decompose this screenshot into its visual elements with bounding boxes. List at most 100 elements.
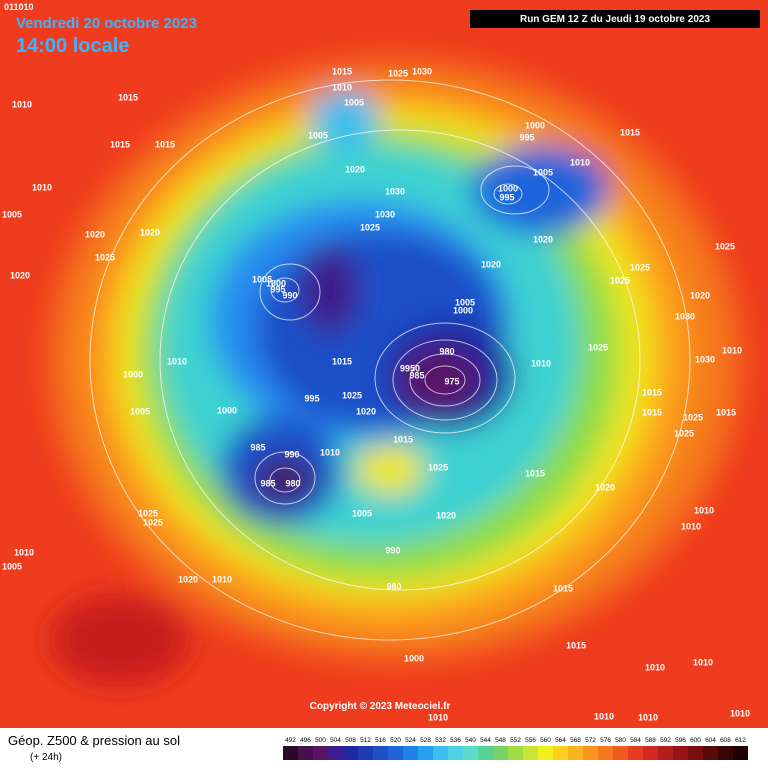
pressure-label: 1030 — [385, 186, 405, 196]
pressure-label: 1020 — [140, 227, 160, 237]
valid-time: 14:00 locale — [16, 35, 129, 57]
pressure-label: 980 — [439, 346, 454, 356]
map — [0, 0, 768, 728]
pressure-label: 1020 — [178, 574, 198, 584]
scale-swatch — [343, 746, 358, 760]
pressure-label: 1000 — [525, 120, 545, 130]
run-info: Run GEM 12 Z du Jeudi 19 octobre 2023 — [520, 14, 710, 25]
pressure-label: 1005 — [533, 167, 553, 177]
run-box — [470, 10, 760, 28]
pressure-label: 1015 — [553, 583, 573, 593]
pressure-label: 985 — [250, 442, 265, 452]
pressure-label: 1005 — [352, 508, 372, 518]
pressure-label: 995 — [519, 132, 534, 142]
pressure-label: 1015 — [110, 139, 130, 149]
pressure-label: 1025 — [143, 517, 163, 527]
pressure-label: 1000 — [498, 183, 518, 193]
scale-label: 592 — [660, 737, 671, 744]
pressure-label: 1020 — [10, 270, 30, 280]
pressure-label: 1010 — [332, 82, 352, 92]
scale-label: 584 — [630, 737, 641, 744]
scale-label: 552 — [510, 737, 521, 744]
scale-label: 612 — [735, 737, 746, 744]
geopotential-field — [50, 60, 740, 685]
pressure-label: 1010 — [167, 356, 187, 366]
pressure-label: 1025 — [428, 462, 448, 472]
pressure-label: 980 — [285, 478, 300, 488]
scale-swatch — [583, 746, 598, 760]
pressure-label: 1025 — [342, 390, 362, 400]
scale-label: 496 — [300, 737, 311, 744]
pressure-label: 1025 — [388, 68, 408, 78]
pressure-label: 1010 — [428, 712, 448, 722]
scale-label: 536 — [450, 737, 461, 744]
pressure-label: 1030 — [412, 66, 432, 76]
pressure-label: 1010 — [570, 157, 590, 167]
scale-label: 504 — [330, 737, 341, 744]
pressure-label: 990 — [282, 290, 297, 300]
scale-swatch — [283, 746, 298, 760]
pressure-label: 1025 — [360, 222, 380, 232]
scale-label: 556 — [525, 737, 536, 744]
pressure-label: 1010 — [645, 662, 665, 672]
pressure-label: 1025 — [95, 252, 115, 262]
scale-swatch — [553, 746, 568, 760]
scale-swatch — [298, 746, 313, 760]
corner-label: 011010 — [4, 2, 34, 12]
pressure-label: 1025 — [715, 241, 735, 251]
pressure-label: 1005 — [344, 97, 364, 107]
scale-swatch — [418, 746, 433, 760]
pressure-label: 1015 — [332, 66, 352, 76]
pressure-label: 980 — [386, 581, 401, 591]
pressure-label: 1030 — [695, 354, 715, 364]
scale-label: 524 — [405, 737, 416, 744]
scale-swatch — [568, 746, 583, 760]
scale-label: 608 — [720, 737, 731, 744]
pressure-label: 1010 — [693, 657, 713, 667]
pressure-label: 1015 — [620, 127, 640, 137]
scale-swatch — [478, 746, 493, 760]
pressure-label: 1015 — [525, 468, 545, 478]
scale-label: 492 — [285, 737, 296, 744]
pressure-label: 995 — [304, 393, 319, 403]
scale-label: 500 — [315, 737, 326, 744]
scale-label: 512 — [360, 737, 371, 744]
scale-label: 520 — [390, 737, 401, 744]
pressure-label: 1010 — [730, 708, 750, 718]
pressure-label: 1005 — [455, 297, 475, 307]
pressure-label: 1010 — [320, 447, 340, 457]
pressure-label: 1020 — [356, 406, 376, 416]
pressure-label: 1005 — [130, 406, 150, 416]
scale-swatch — [433, 746, 448, 760]
pressure-labels: 1010 1015 1015 1015 1010 1005 1020 1020 1025 1020… — [2, 66, 750, 722]
legend-subtitle: (+ 24h) — [30, 752, 62, 763]
scale-swatch — [673, 746, 688, 760]
pressure-label: 1025 — [588, 342, 608, 352]
pressure-label: 1010 — [212, 574, 232, 584]
scale-label: 576 — [600, 737, 611, 744]
pressure-label: 990 — [385, 545, 400, 555]
scale-swatch — [733, 746, 748, 760]
pressure-label: 1010 — [32, 182, 52, 192]
legend-title: Géop. Z500 & pression au sol — [8, 733, 180, 748]
pressure-label: 1030 — [675, 311, 695, 321]
isobars — [89, 79, 691, 641]
scale-swatch — [718, 746, 733, 760]
pressure-label: 1025 — [674, 428, 694, 438]
copyright: Copyright © 2023 Meteociel.fr — [310, 701, 451, 712]
pressure-label: 1020 — [85, 229, 105, 239]
pressure-label: 995 — [270, 284, 285, 294]
scale-swatch — [643, 746, 658, 760]
pressure-label: 1015 — [155, 139, 175, 149]
pressure-label: 1015 — [642, 407, 662, 417]
scale-swatch — [658, 746, 673, 760]
pressure-label: 1025 — [610, 275, 630, 285]
scale-swatch — [508, 746, 523, 760]
pressure-label: 1030 — [375, 209, 395, 219]
pressure-label: 1015 — [332, 356, 352, 366]
pressure-label: 1010 — [14, 547, 34, 557]
scale-swatch — [688, 746, 703, 760]
pressure-label: 1015 — [716, 407, 736, 417]
scale-swatch — [403, 746, 418, 760]
